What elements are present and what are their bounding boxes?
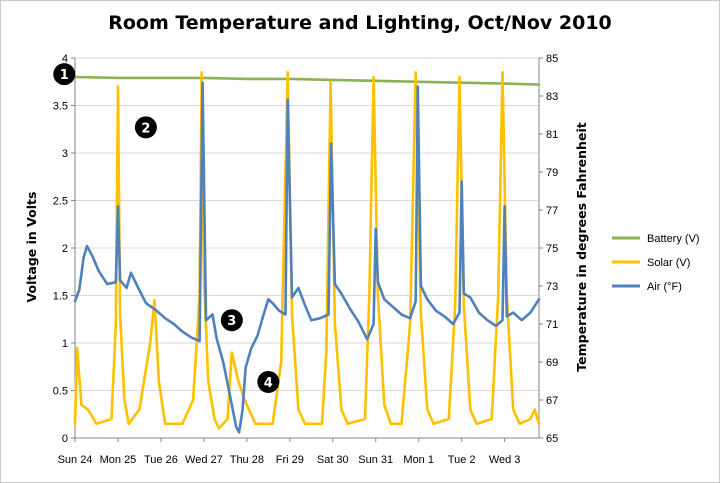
series-line-battery-v bbox=[73, 75, 541, 86]
y-right-tick-label: 67 bbox=[546, 395, 558, 407]
x-tick-label: Tue 2 bbox=[448, 454, 476, 466]
y-right-tick-label: 65 bbox=[546, 433, 558, 445]
y-right-tick-label: 75 bbox=[546, 243, 558, 255]
x-tick-label: Sun 31 bbox=[358, 454, 393, 466]
legend-label: Battery (V) bbox=[647, 233, 700, 245]
x-tick-label: Sat 30 bbox=[317, 454, 349, 466]
axes: 0 0.5 1 1.5 2 2.5 3 3.5 4 65 67 69 71 73 75 77 79 81 83 85 S… bbox=[53, 53, 559, 466]
x-tick-label: Mon 25 bbox=[100, 454, 137, 466]
x-tick-label: Wed 27 bbox=[185, 454, 223, 466]
y-left-tick-label: 1 bbox=[62, 338, 68, 350]
y-axis-left-title: Voltage in Volts bbox=[24, 192, 39, 303]
y-right-tick-label: 73 bbox=[546, 281, 558, 293]
marker-3: 3 bbox=[220, 309, 243, 332]
y-right-tick-label: 83 bbox=[546, 91, 558, 103]
marker-number: 1 bbox=[60, 68, 69, 83]
legend-label: Solar (V) bbox=[647, 257, 690, 269]
marker-1: 1 bbox=[53, 63, 76, 86]
x-tick-label: Thu 28 bbox=[230, 454, 264, 466]
legend-label: Air (°F) bbox=[647, 281, 682, 293]
x-tick-label: Tue 26 bbox=[144, 454, 178, 466]
y-left-tick-label: 0.5 bbox=[53, 386, 68, 398]
y-right-tick-label: 85 bbox=[546, 53, 558, 65]
chart-title: Room Temperature and Lighting, Oct/Nov 2… bbox=[108, 12, 612, 34]
marker-circle bbox=[257, 370, 280, 393]
y-left-tick-label: 2 bbox=[62, 243, 68, 255]
y-left-tick-label: 2.5 bbox=[53, 196, 68, 208]
marker-circle bbox=[134, 116, 157, 139]
annotation-markers: 1 2 3 4 bbox=[53, 63, 280, 393]
y-right-tick-label: 81 bbox=[546, 129, 558, 141]
series-lines bbox=[73, 71, 541, 434]
gridlines bbox=[75, 57, 539, 391]
y-left-tick-label: 0 bbox=[62, 433, 68, 445]
y-right-tick-label: 79 bbox=[546, 167, 558, 179]
y-right-tick-label: 77 bbox=[546, 205, 558, 217]
legend-battery-v: Battery (V) bbox=[612, 233, 700, 245]
x-tick-label: Fri 29 bbox=[276, 454, 304, 466]
legend-air-f: Air (°F) bbox=[612, 281, 682, 293]
x-tick-label: Mon 1 bbox=[403, 454, 434, 466]
y-right-tick-label: 71 bbox=[546, 319, 558, 331]
series-line-air-f bbox=[73, 81, 541, 434]
y-left-tick-label: 3 bbox=[62, 148, 68, 160]
y-left-tick-label: 3.5 bbox=[53, 101, 68, 113]
marker-number: 3 bbox=[227, 314, 236, 329]
marker-number: 2 bbox=[141, 121, 150, 136]
legend: Battery (V) Solar (V) Air (°F) bbox=[612, 233, 700, 293]
marker-circle bbox=[220, 309, 243, 332]
marker-2: 2 bbox=[134, 116, 157, 139]
x-tick-label: Sun 24 bbox=[58, 454, 93, 466]
marker-circle bbox=[53, 63, 76, 86]
y-left-tick-label: 4 bbox=[62, 53, 68, 65]
y-axis-right-title: Temperature in degrees Fahrenheit bbox=[574, 122, 589, 371]
marker-4: 4 bbox=[257, 370, 280, 393]
marker-number: 4 bbox=[264, 376, 273, 391]
x-tick-label: Wed 3 bbox=[489, 454, 521, 466]
y-left-tick-label: 1.5 bbox=[53, 291, 68, 303]
y-right-tick-label: 69 bbox=[546, 357, 558, 369]
legend-solar-v: Solar (V) bbox=[612, 257, 690, 269]
